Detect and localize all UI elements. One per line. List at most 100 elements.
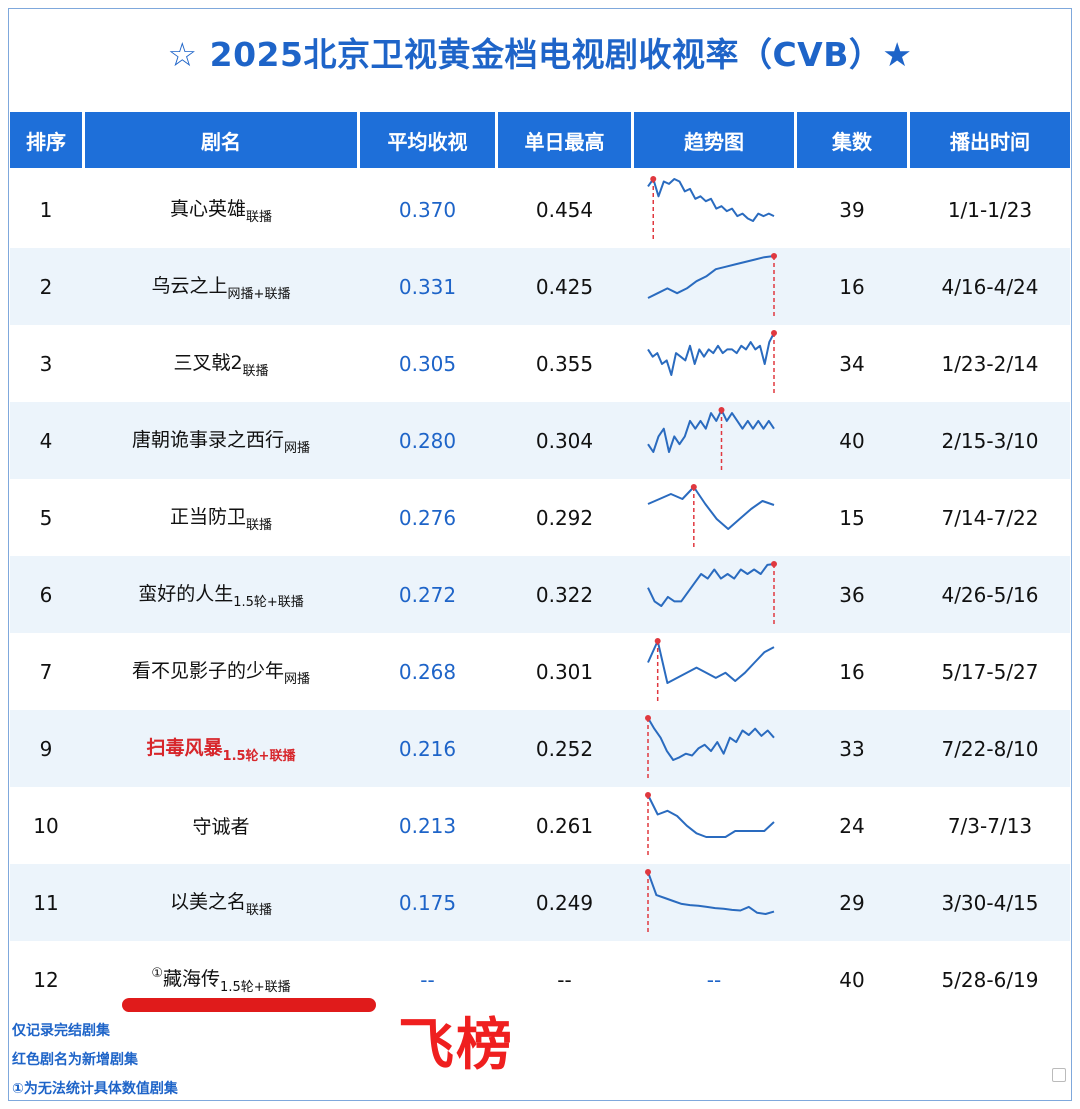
broadcast-tag: 联播 bbox=[242, 364, 269, 379]
rank-cell: 5 bbox=[39, 505, 53, 530]
trend-line bbox=[647, 871, 775, 915]
trend-line bbox=[647, 409, 775, 453]
peak-point bbox=[690, 484, 697, 490]
peak-point bbox=[645, 792, 651, 798]
avg-rating-cell: 0.305 bbox=[398, 351, 457, 376]
rank-cell: 9 bbox=[39, 736, 53, 761]
header-title: 剧名 bbox=[85, 112, 357, 168]
show-title: 三叉戟2联播 bbox=[173, 348, 268, 379]
rank-cell: 4 bbox=[39, 428, 53, 453]
air-dates-cell: 7/3-7/13 bbox=[947, 813, 1033, 838]
avg-rating-cell: 0.280 bbox=[398, 428, 457, 453]
max-rating-cell: 0.261 bbox=[535, 813, 594, 838]
broadcast-tag: 联播 bbox=[246, 210, 273, 225]
max-rating-cell: 0.249 bbox=[535, 890, 594, 915]
avg-rating-cell: 0.331 bbox=[398, 274, 457, 299]
show-title: 真心英雄联播 bbox=[170, 194, 272, 225]
trend-chart bbox=[647, 484, 775, 549]
rank-cell: 1 bbox=[39, 197, 53, 222]
show-title: 乌云之上网播+联播 bbox=[152, 271, 291, 302]
max-rating-cell: -- bbox=[557, 967, 572, 992]
header-avg: 平均收视 bbox=[360, 112, 495, 168]
broadcast-tag: 网播 bbox=[284, 441, 311, 456]
episodes-cell: 24 bbox=[839, 813, 865, 838]
max-rating-cell: 0.301 bbox=[535, 659, 594, 684]
trend-line bbox=[647, 794, 775, 838]
episodes-cell: 16 bbox=[839, 659, 865, 684]
broadcast-tag: 网播+联播 bbox=[227, 287, 291, 302]
trend-chart bbox=[647, 407, 775, 472]
trend-line bbox=[647, 255, 775, 299]
show-name: 蛮好的人生 bbox=[138, 583, 234, 605]
show-title: ①藏海传1.5轮+联播 bbox=[151, 964, 290, 995]
show-name: 真心英雄 bbox=[169, 198, 246, 220]
footer-note-1: 仅记录完结剧集 bbox=[12, 1023, 110, 1039]
title-cell: 守诚者 bbox=[85, 787, 357, 864]
table-row: 3 三叉戟2联播 0.305 0.355 34 1/23-2/14 bbox=[10, 325, 1070, 402]
peak-point bbox=[718, 407, 725, 413]
avg-rating-cell: 0.175 bbox=[398, 890, 457, 915]
stamp-text: 飞榜 bbox=[396, 1011, 514, 1080]
max-rating-cell: 0.292 bbox=[535, 505, 594, 530]
max-rating-cell: 0.322 bbox=[535, 582, 594, 607]
trend-line bbox=[647, 640, 775, 684]
avg-rating-cell: 0.276 bbox=[398, 505, 457, 530]
max-rating-cell: 0.252 bbox=[535, 736, 594, 761]
air-dates-cell: 5/17-5/27 bbox=[941, 659, 1039, 684]
show-title: 以美之名联播 bbox=[170, 887, 272, 918]
header-trend: 趋势图 bbox=[634, 112, 794, 168]
air-dates-cell: 4/16-4/24 bbox=[941, 274, 1039, 299]
episodes-cell: 39 bbox=[839, 197, 865, 222]
peak-point bbox=[645, 715, 651, 721]
show-name: 正当防卫 bbox=[169, 506, 246, 528]
trend-chart bbox=[645, 792, 775, 857]
title-cell: 以美之名联播 bbox=[85, 864, 357, 941]
show-title: 正当防卫联播 bbox=[170, 502, 272, 533]
avg-rating-cell: 0.268 bbox=[398, 659, 457, 684]
avg-rating-cell: 0.370 bbox=[398, 197, 457, 222]
broadcast-tag: 1.5轮+联播 bbox=[233, 595, 304, 610]
broadcast-tag: 1.5轮+联播 bbox=[220, 980, 291, 995]
show-name: 守诚者 bbox=[192, 816, 250, 838]
title-cell: 三叉戟2联播 bbox=[85, 325, 357, 402]
max-rating-cell: 0.454 bbox=[535, 197, 594, 222]
title-cell: 正当防卫联播 bbox=[85, 479, 357, 556]
red-underline-mark bbox=[122, 998, 376, 1012]
title-cell: 唐朝诡事录之西行网播 bbox=[85, 402, 357, 479]
peak-point bbox=[771, 253, 777, 259]
title-cell: 扫毒风暴1.5轮+联播 bbox=[85, 710, 357, 787]
table-row: 2 乌云之上网播+联播 0.331 0.425 16 4/16-4/24 bbox=[10, 248, 1070, 325]
show-title: 唐朝诡事录之西行网播 bbox=[132, 425, 310, 456]
rank-cell: 7 bbox=[39, 659, 53, 684]
header-dates: 播出时间 bbox=[910, 112, 1070, 168]
episodes-cell: 36 bbox=[839, 582, 865, 607]
episodes-cell: 34 bbox=[839, 351, 865, 376]
rank-cell: 6 bbox=[39, 582, 53, 607]
table-frame bbox=[8, 8, 1072, 1101]
show-title: 扫毒风暴1.5轮+联播 bbox=[147, 733, 296, 764]
trend-line bbox=[647, 332, 775, 376]
air-dates-cell: 1/23-2/14 bbox=[941, 351, 1039, 376]
avg-rating-cell: -- bbox=[420, 967, 435, 992]
note-marker: ① bbox=[151, 966, 164, 981]
peak-point bbox=[645, 869, 651, 875]
footer-note-3: ①为无法统计具体数值剧集 bbox=[12, 1081, 178, 1097]
air-dates-cell: 3/30-4/15 bbox=[941, 890, 1039, 915]
footer-note-2: 红色剧名为新增剧集 bbox=[12, 1052, 138, 1068]
table-row: 7 看不见影子的少年网播 0.268 0.301 16 5/17-5/27 bbox=[10, 633, 1070, 710]
table-row: 5 正当防卫联播 0.276 0.292 15 7/14-7/22 bbox=[10, 479, 1070, 556]
page-title: ☆ 2025北京卫视黄金档电视剧收视率（CVB）★ bbox=[167, 35, 913, 74]
show-name: 三叉戟2 bbox=[173, 352, 243, 374]
rank-cell: 2 bbox=[39, 274, 53, 299]
show-title: 看不见影子的少年网播 bbox=[132, 656, 310, 687]
header-max: 单日最高 bbox=[498, 112, 631, 168]
episodes-cell: 15 bbox=[839, 505, 865, 530]
table-row: 11 以美之名联播 0.175 0.249 29 3/30-4/15 bbox=[10, 864, 1070, 941]
trend-line bbox=[647, 178, 775, 222]
peak-point bbox=[771, 330, 777, 336]
episodes-cell: 33 bbox=[839, 736, 865, 761]
show-name: 唐朝诡事录之西行 bbox=[131, 429, 284, 451]
rank-cell: 12 bbox=[33, 967, 59, 992]
show-name: 扫毒风暴 bbox=[146, 737, 223, 759]
header-episodes: 集数 bbox=[797, 112, 907, 168]
